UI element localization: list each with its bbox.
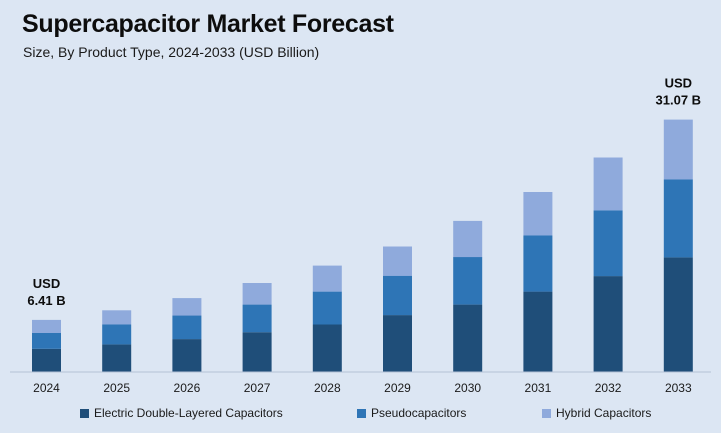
- legend-label-pseudo: Pseudocapacitors: [371, 406, 467, 420]
- x-tick-label-2024: 2024: [33, 381, 60, 395]
- x-tick-label-2026: 2026: [174, 381, 201, 395]
- annotation-first-line2: 6.41 B: [27, 293, 65, 308]
- annotation-last-line1: USD: [665, 76, 692, 91]
- x-tick-labels: 2024 2025 2026 2027 2028 2029 2030 2031 2032 2033: [33, 381, 692, 395]
- bar-edlc-2032: [593, 276, 623, 372]
- x-tick-label-2032: 2032: [595, 381, 622, 395]
- x-tick-label-2031: 2031: [525, 381, 552, 395]
- annotation-last-line2: 31.07 B: [656, 93, 702, 108]
- legend-item-hybrid: Hybrid Capacitors: [542, 406, 651, 420]
- legend-label-edlc: Electric Double-Layered Capacitors: [94, 406, 283, 420]
- x-tick-label-2030: 2030: [454, 381, 481, 395]
- legend-swatch-hybrid: [542, 408, 551, 418]
- bar-pseudo-2026: [172, 315, 202, 340]
- bar-pseudo-2031: [523, 235, 553, 292]
- x-tick-label-2027: 2027: [244, 381, 271, 395]
- x-tick-label-2029: 2029: [384, 381, 411, 395]
- annotation-first-line1: USD: [33, 276, 60, 291]
- bar-hybrid-2028: [312, 265, 342, 292]
- legend: Electric Double-Layered Capacitors Pseud…: [0, 406, 721, 424]
- x-tick-label-2025: 2025: [103, 381, 130, 395]
- bar-edlc-2024: [32, 348, 61, 372]
- bar-hybrid-2031: [523, 192, 553, 236]
- bar-edlc-2033: [663, 257, 693, 372]
- bar-pseudo-2030: [453, 257, 483, 305]
- x-tick-label-2028: 2028: [314, 381, 341, 395]
- bar-edlc-2031: [523, 291, 553, 372]
- legend-swatch-edlc: [80, 408, 89, 418]
- bar-edlc-2025: [102, 344, 132, 372]
- bar-hybrid-2032: [593, 157, 623, 211]
- bar-hybrid-2027: [242, 283, 272, 305]
- chart-subtitle: Size, By Product Type, 2024-2033 (USD Bi…: [23, 44, 320, 60]
- bar-hybrid-2026: [172, 298, 202, 316]
- bar-edlc-2026: [172, 339, 202, 372]
- bar-edlc-2027: [242, 332, 272, 372]
- bar-hybrid-2033: [663, 119, 693, 180]
- bar-pseudo-2033: [663, 179, 693, 258]
- annotations: USD 6.41 B USD 31.07 B: [27, 76, 701, 308]
- bar-pseudo-2032: [593, 210, 623, 277]
- bar-pseudo-2029: [383, 275, 412, 316]
- legend-swatch-pseudo: [357, 408, 366, 418]
- bar-hybrid-2025: [102, 310, 132, 325]
- chart-title: Supercapacitor Market Forecast: [22, 10, 394, 38]
- bar-pseudo-2025: [102, 324, 132, 345]
- bar-edlc-2029: [383, 315, 412, 372]
- bar-hybrid-2029: [383, 246, 412, 276]
- bar-pseudo-2027: [242, 304, 272, 333]
- legend-item-pseudo: Pseudocapacitors: [357, 406, 466, 420]
- bar-group: [32, 119, 693, 372]
- legend-label-hybrid: Hybrid Capacitors: [556, 406, 652, 420]
- bar-hybrid-2024: [32, 319, 61, 333]
- bar-hybrid-2030: [453, 220, 483, 258]
- bar-pseudo-2028: [312, 291, 342, 325]
- bar-edlc-2028: [312, 324, 342, 372]
- x-tick-label-2033: 2033: [665, 381, 692, 395]
- bar-edlc-2030: [453, 304, 483, 372]
- bar-pseudo-2024: [32, 333, 61, 349]
- legend-item-edlc: Electric Double-Layered Capacitors: [80, 406, 283, 420]
